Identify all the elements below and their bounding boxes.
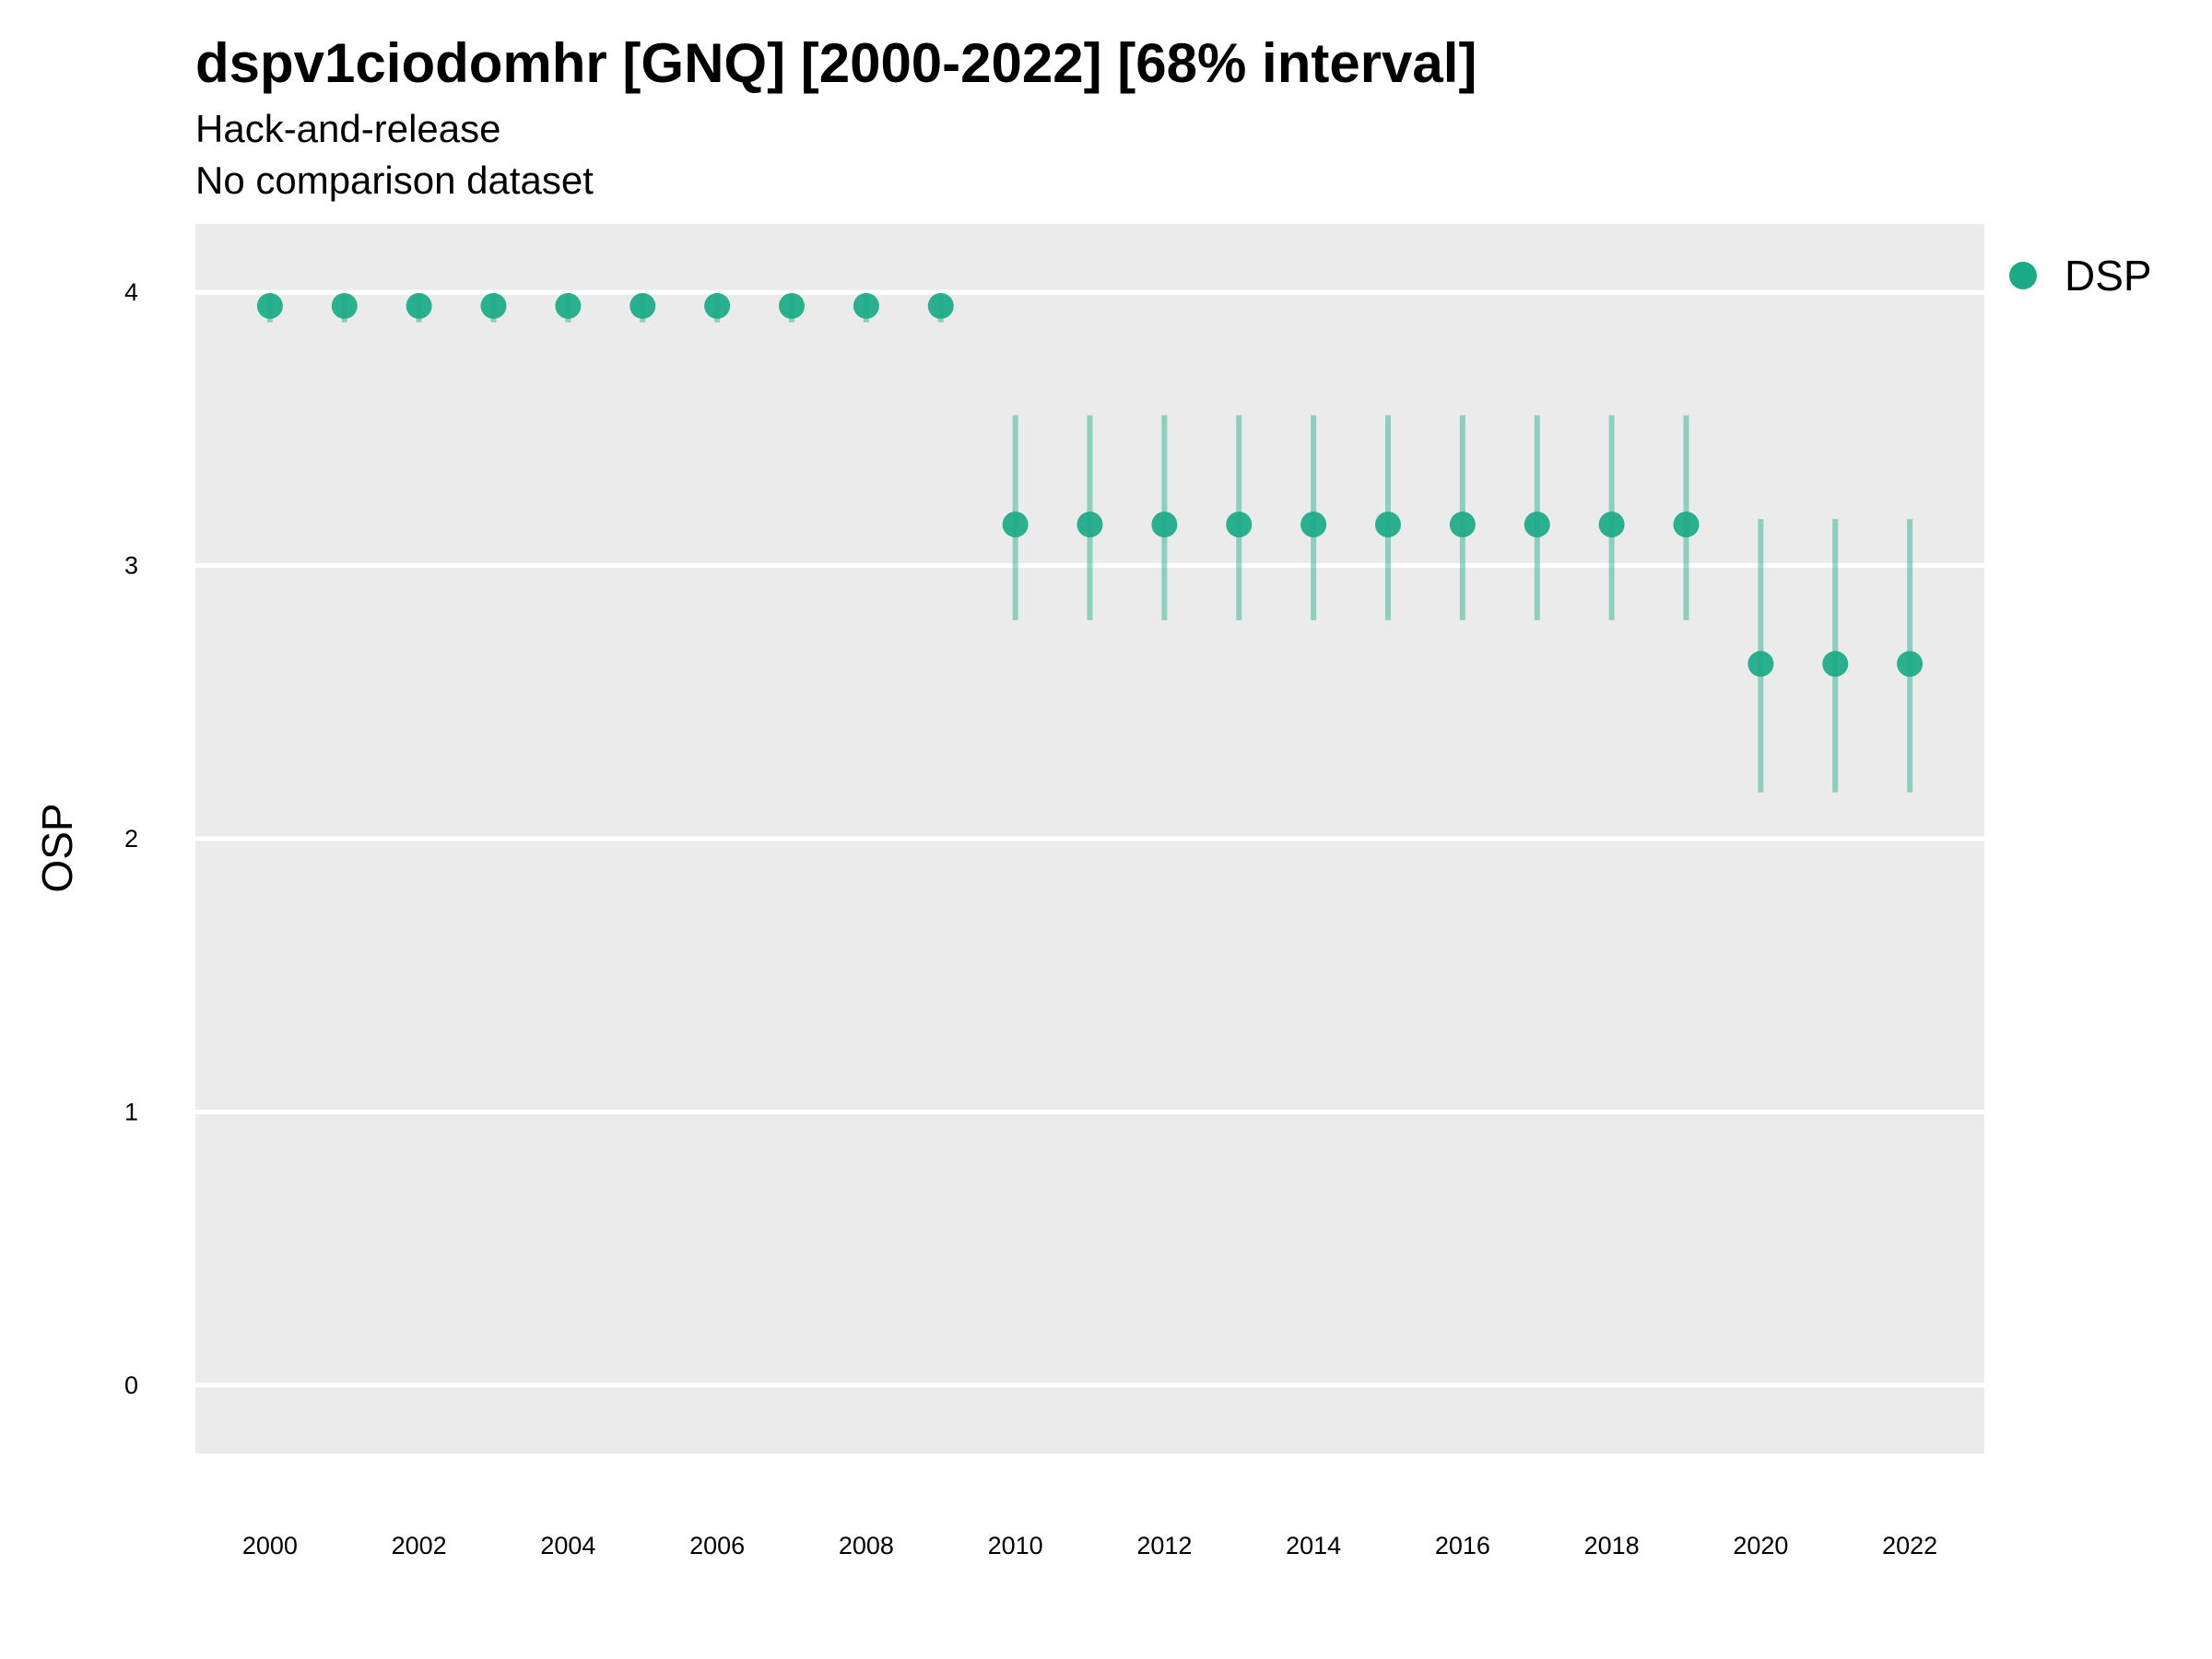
y-tick-label: 2 [124, 825, 138, 853]
x-tick-label: 2008 [839, 1532, 894, 1559]
legend: DSP [2009, 251, 2152, 300]
y-tick-label: 3 [124, 552, 138, 580]
data-point [1673, 512, 1700, 538]
chart-title: dspv1ciodomhr [GNQ] [2000-2022] [68% int… [195, 32, 1477, 94]
data-point [1226, 512, 1253, 538]
data-point [1897, 651, 1924, 677]
chart-caption: No comparison dataset [195, 159, 594, 202]
data-point [555, 292, 582, 319]
data-point [1598, 512, 1625, 538]
data-point [779, 292, 805, 319]
legend-label-dsp: DSP [2065, 252, 2152, 300]
chart-subtitle: Hack-and-release [195, 107, 501, 150]
y-tick-label: 4 [124, 278, 138, 306]
legend-key-dsp [2009, 262, 2037, 289]
x-tick-label: 2020 [1733, 1532, 1788, 1559]
data-point [1375, 512, 1401, 538]
x-tick-label: 2016 [1435, 1532, 1490, 1559]
data-point [1300, 512, 1327, 538]
data-point [1449, 512, 1476, 538]
x-tick-label: 2000 [242, 1532, 298, 1559]
y-tick-label: 1 [124, 1098, 138, 1125]
data-point [331, 292, 358, 319]
x-tick-label: 2022 [1882, 1532, 1937, 1559]
data-point [1822, 651, 1849, 677]
data-point [853, 292, 879, 319]
data-point [406, 292, 432, 319]
x-tick-label: 2002 [392, 1532, 447, 1559]
x-tick-label: 2018 [1584, 1532, 1640, 1559]
x-tick-label: 2012 [1136, 1532, 1192, 1559]
data-point [1151, 512, 1178, 538]
data-point [1077, 512, 1103, 538]
data-point [704, 292, 731, 319]
x-tick-label: 2014 [1286, 1532, 1341, 1559]
data-point [1002, 512, 1029, 538]
x-tick-label: 2006 [689, 1532, 745, 1559]
data-point [927, 292, 954, 319]
x-tick-label: 2004 [540, 1532, 595, 1559]
data-point [1524, 512, 1550, 538]
data-point [256, 292, 283, 319]
data-point [629, 292, 656, 319]
data-point [1747, 651, 1774, 677]
x-tick-label: 2010 [988, 1532, 1043, 1559]
y-tick-label: 0 [124, 1371, 138, 1399]
data-point [480, 292, 507, 319]
